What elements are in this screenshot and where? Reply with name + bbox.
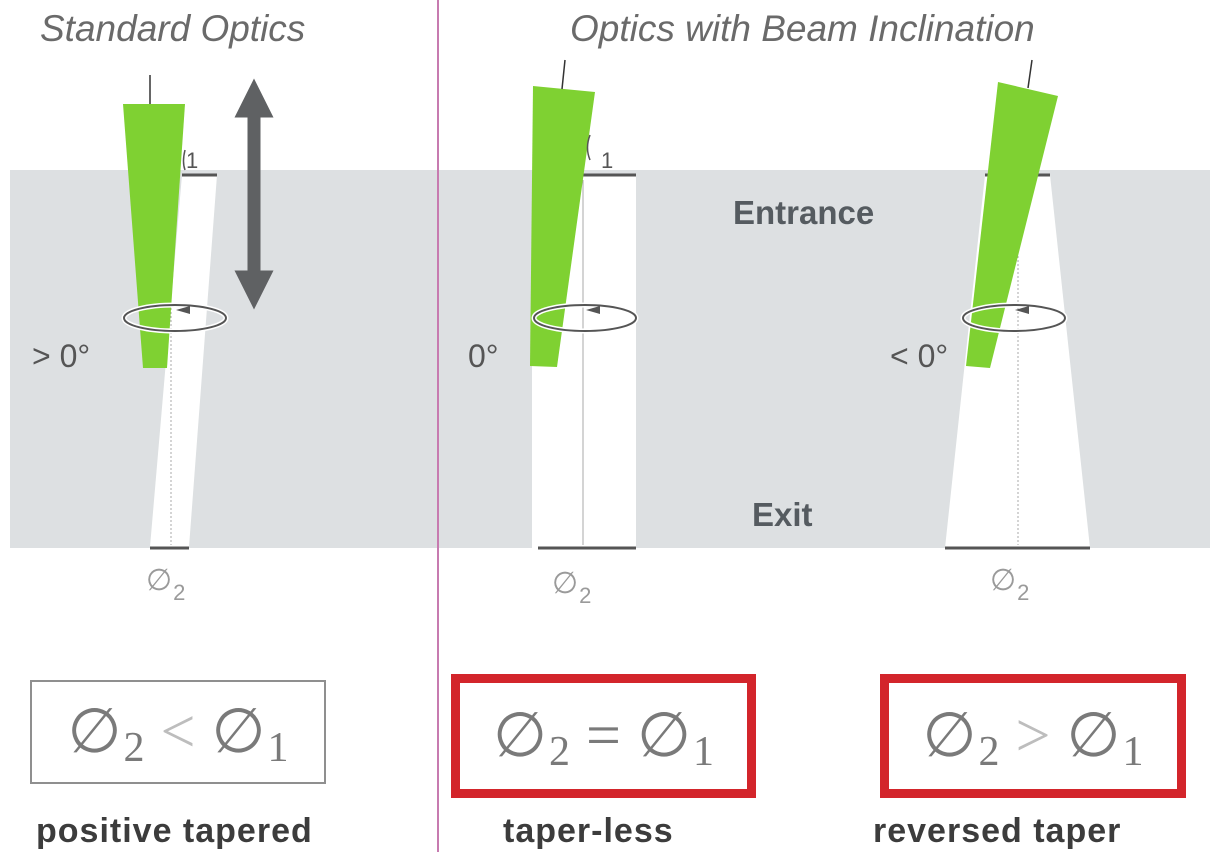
diameter-symbol: ∅: [146, 564, 173, 597]
diameter-index: 2: [173, 580, 186, 605]
angle-positive: > 0°: [32, 338, 91, 374]
formula-positive-taper: ∅ 2 < ∅ 1: [30, 680, 326, 784]
taper-angle-arc-standard: [182, 149, 186, 171]
beam-lead-reversed: [1027, 59, 1033, 89]
formula-operator: <: [160, 698, 196, 766]
beam-inclination-title: Optics with Beam Inclination: [570, 8, 1035, 49]
angle-negative: < 0°: [890, 338, 949, 374]
taper-angle-arc-taperless: [586, 134, 591, 161]
formula-left-symbol: ∅: [922, 702, 977, 770]
diameter-index: 2: [579, 583, 592, 608]
formula-left-symbol: ∅: [67, 698, 122, 766]
diameter-index: 2: [1017, 580, 1030, 605]
cut-kerf-standard: [150, 175, 217, 547]
formula-operator: =: [586, 702, 621, 770]
formula-reversed-taper: ∅ 2 > ∅ 1: [880, 674, 1186, 798]
diameter-symbol: ∅: [552, 567, 579, 600]
beam-lead-taperless: [561, 59, 566, 90]
angle-zero: 0°: [468, 338, 499, 374]
formula-left-index: 2: [549, 729, 571, 775]
rotation-icon-standard: [121, 302, 229, 334]
formula-right-symbol: ∅: [636, 702, 691, 770]
formula-right-symbol: ∅: [1066, 702, 1121, 770]
formula-right-index: 1: [693, 729, 714, 775]
section-divider: [437, 0, 439, 852]
formula-left-index: 2: [978, 729, 1000, 775]
top-diameter-index-taperless: 1: [601, 148, 614, 173]
bottom-diameter-label-taperless: ∅2: [552, 567, 591, 607]
formula-right-index: 1: [1122, 729, 1144, 775]
laser-beam-reversed: [966, 82, 1058, 368]
diameter-symbol: ∅: [990, 564, 1017, 597]
formula-right-symbol: ∅: [211, 698, 266, 766]
caption-taper-less: taper-less: [503, 812, 674, 850]
caption-positive-tapered: positive tapered: [36, 812, 313, 850]
standard-optics-title: Standard Optics: [40, 8, 306, 49]
entrance-label: Entrance: [733, 194, 875, 231]
laser-beam-taperless: [530, 86, 595, 367]
exit-label: Exit: [752, 496, 813, 533]
laser-beam-standard: [123, 104, 185, 368]
formula-right-index: 1: [267, 725, 289, 771]
formula-operator: >: [1015, 702, 1051, 770]
bottom-diameter-label-reversed: ∅2: [990, 564, 1029, 604]
rotation-icon-reversed: [960, 302, 1068, 334]
top-diameter-index-standard: 1: [186, 148, 199, 173]
formula-taperless: ∅ 2 = ∅ 1: [451, 674, 756, 798]
formula-left-index: 2: [123, 725, 145, 771]
rotation-icon-taperless: [531, 302, 639, 334]
formula-left-symbol: ∅: [493, 702, 548, 770]
caption-reversed-taper: reversed taper: [873, 812, 1122, 850]
bottom-diameter-label-standard: ∅2: [146, 564, 185, 604]
